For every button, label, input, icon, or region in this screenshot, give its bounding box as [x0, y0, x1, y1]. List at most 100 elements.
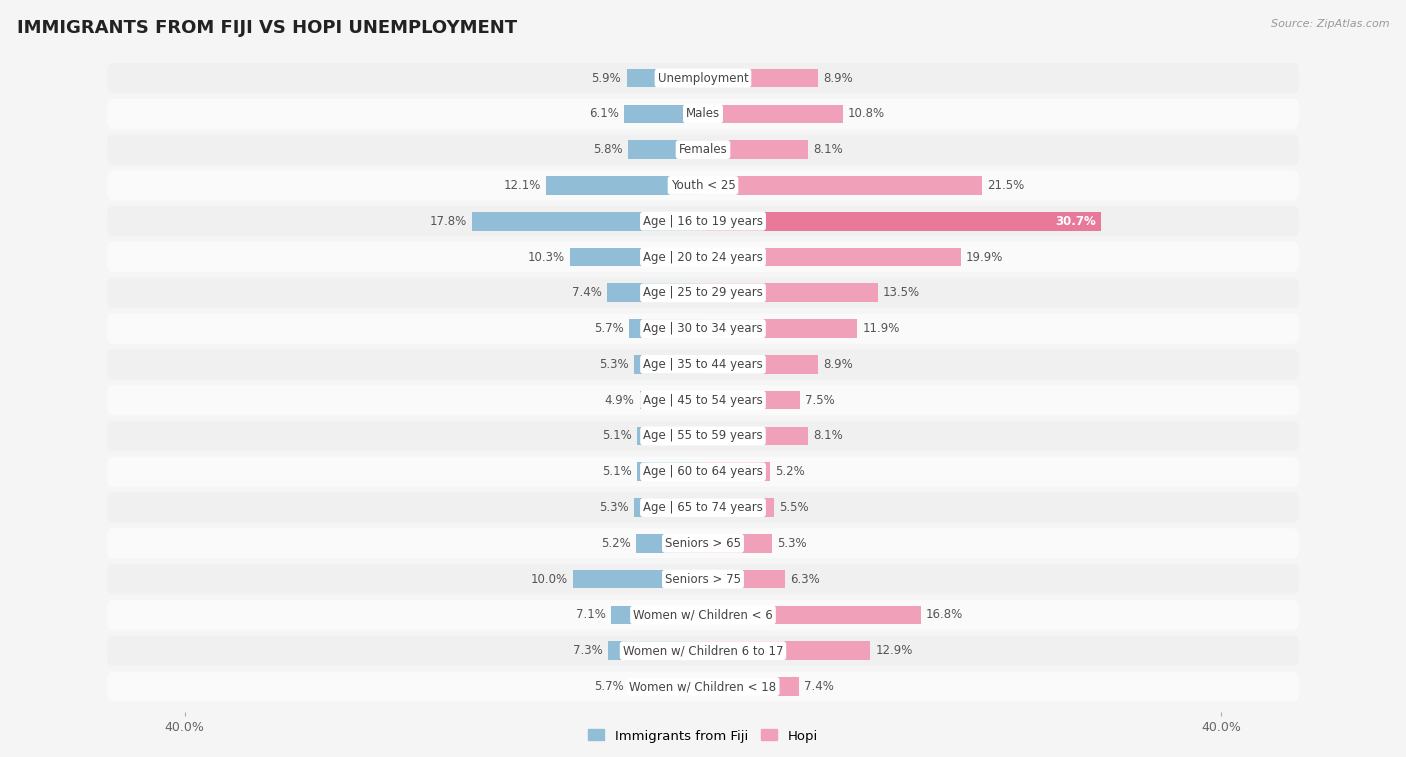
Bar: [637, 427, 703, 445]
Text: 8.9%: 8.9%: [824, 358, 853, 371]
Bar: [703, 319, 858, 338]
Text: 7.4%: 7.4%: [804, 680, 834, 693]
Bar: [634, 498, 703, 517]
Bar: [637, 463, 703, 481]
Bar: [703, 427, 808, 445]
Text: 5.8%: 5.8%: [593, 143, 623, 156]
FancyBboxPatch shape: [107, 671, 1299, 702]
Text: Age | 35 to 44 years: Age | 35 to 44 years: [643, 358, 763, 371]
Bar: [703, 678, 799, 696]
Bar: [472, 212, 703, 231]
Text: 16.8%: 16.8%: [927, 609, 963, 621]
Legend: Immigrants from Fiji, Hopi: Immigrants from Fiji, Hopi: [583, 724, 823, 748]
Bar: [574, 570, 703, 588]
Text: 8.1%: 8.1%: [813, 143, 842, 156]
Bar: [703, 498, 775, 517]
Bar: [703, 140, 808, 159]
Bar: [628, 319, 703, 338]
FancyBboxPatch shape: [107, 63, 1299, 93]
FancyBboxPatch shape: [107, 528, 1299, 559]
FancyBboxPatch shape: [107, 421, 1299, 451]
Bar: [703, 534, 772, 553]
Text: 4.9%: 4.9%: [605, 394, 634, 407]
Text: Age | 60 to 64 years: Age | 60 to 64 years: [643, 466, 763, 478]
FancyBboxPatch shape: [107, 242, 1299, 272]
Text: Women w/ Children 6 to 17: Women w/ Children 6 to 17: [623, 644, 783, 657]
Bar: [546, 176, 703, 195]
FancyBboxPatch shape: [107, 206, 1299, 236]
Bar: [703, 463, 770, 481]
Bar: [628, 140, 703, 159]
Text: 8.9%: 8.9%: [824, 72, 853, 85]
Text: Unemployment: Unemployment: [658, 72, 748, 85]
Text: 5.2%: 5.2%: [600, 537, 630, 550]
Text: 7.5%: 7.5%: [806, 394, 835, 407]
Text: 6.1%: 6.1%: [589, 107, 619, 120]
Text: Source: ZipAtlas.com: Source: ZipAtlas.com: [1271, 19, 1389, 29]
Text: Women w/ Children < 6: Women w/ Children < 6: [633, 609, 773, 621]
Text: 10.0%: 10.0%: [531, 572, 568, 586]
Text: 5.9%: 5.9%: [592, 72, 621, 85]
Bar: [607, 283, 703, 302]
Bar: [703, 606, 921, 625]
Bar: [703, 248, 960, 266]
Text: 5.1%: 5.1%: [602, 466, 631, 478]
Text: 30.7%: 30.7%: [1054, 215, 1095, 228]
Text: Women w/ Children < 18: Women w/ Children < 18: [630, 680, 776, 693]
Bar: [703, 355, 818, 374]
Bar: [609, 641, 703, 660]
Bar: [634, 355, 703, 374]
Text: 8.1%: 8.1%: [813, 429, 842, 443]
Text: 7.3%: 7.3%: [574, 644, 603, 657]
Bar: [627, 69, 703, 87]
Text: IMMIGRANTS FROM FIJI VS HOPI UNEMPLOYMENT: IMMIGRANTS FROM FIJI VS HOPI UNEMPLOYMEN…: [17, 19, 517, 37]
Text: 6.3%: 6.3%: [790, 572, 820, 586]
Text: Age | 16 to 19 years: Age | 16 to 19 years: [643, 215, 763, 228]
FancyBboxPatch shape: [107, 456, 1299, 487]
Text: Age | 30 to 34 years: Age | 30 to 34 years: [643, 322, 763, 335]
FancyBboxPatch shape: [107, 385, 1299, 415]
Text: Age | 25 to 29 years: Age | 25 to 29 years: [643, 286, 763, 299]
Text: 11.9%: 11.9%: [862, 322, 900, 335]
Text: Age | 65 to 74 years: Age | 65 to 74 years: [643, 501, 763, 514]
Text: 17.8%: 17.8%: [430, 215, 467, 228]
Text: 5.3%: 5.3%: [599, 358, 628, 371]
FancyBboxPatch shape: [107, 278, 1299, 308]
Bar: [703, 570, 785, 588]
FancyBboxPatch shape: [107, 493, 1299, 522]
Text: Males: Males: [686, 107, 720, 120]
Text: Seniors > 65: Seniors > 65: [665, 537, 741, 550]
Text: 5.7%: 5.7%: [595, 322, 624, 335]
Bar: [703, 212, 1101, 231]
FancyBboxPatch shape: [107, 350, 1299, 379]
Bar: [624, 104, 703, 123]
Bar: [703, 283, 877, 302]
Text: 7.4%: 7.4%: [572, 286, 602, 299]
FancyBboxPatch shape: [107, 135, 1299, 165]
Text: 19.9%: 19.9%: [966, 251, 1004, 263]
Text: 5.1%: 5.1%: [602, 429, 631, 443]
Text: 5.7%: 5.7%: [595, 680, 624, 693]
Bar: [703, 176, 981, 195]
FancyBboxPatch shape: [107, 99, 1299, 129]
Text: Youth < 25: Youth < 25: [671, 179, 735, 192]
Bar: [703, 104, 844, 123]
Text: 21.5%: 21.5%: [987, 179, 1024, 192]
Text: 5.3%: 5.3%: [599, 501, 628, 514]
Text: 5.3%: 5.3%: [778, 537, 807, 550]
FancyBboxPatch shape: [107, 564, 1299, 594]
Text: 12.9%: 12.9%: [876, 644, 912, 657]
Bar: [640, 391, 703, 410]
Bar: [703, 641, 870, 660]
Text: Seniors > 75: Seniors > 75: [665, 572, 741, 586]
Text: 12.1%: 12.1%: [503, 179, 541, 192]
Bar: [628, 678, 703, 696]
Text: Age | 55 to 59 years: Age | 55 to 59 years: [643, 429, 763, 443]
Text: 5.5%: 5.5%: [779, 501, 808, 514]
Bar: [636, 534, 703, 553]
Text: Females: Females: [679, 143, 727, 156]
Bar: [569, 248, 703, 266]
Text: 7.1%: 7.1%: [576, 609, 606, 621]
Bar: [703, 69, 818, 87]
FancyBboxPatch shape: [107, 636, 1299, 665]
